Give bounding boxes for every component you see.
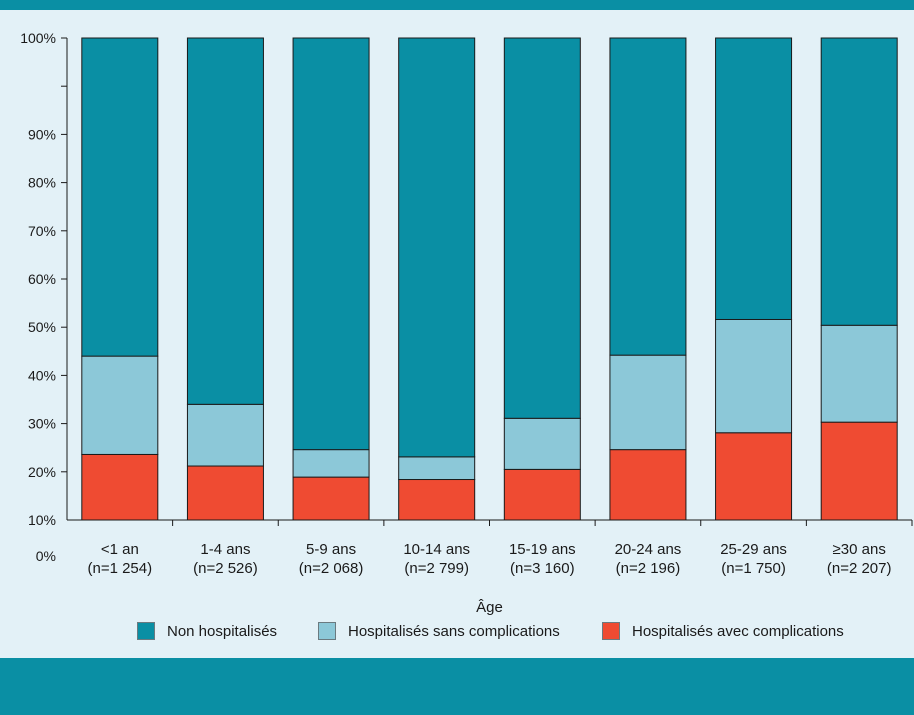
x-category-label: 1-4 ans <box>200 541 250 558</box>
legend-item: Hospitalisés avec complications <box>602 620 844 642</box>
bar-segment <box>292 449 370 478</box>
bar-segment <box>292 476 370 521</box>
y-tick-label: 90% <box>28 126 56 142</box>
bar-segment <box>292 37 370 451</box>
x-category-count: (n=2 799) <box>404 560 469 577</box>
bar-segment <box>715 432 793 521</box>
y-tick-label: 10% <box>28 512 56 528</box>
x-category-label: 5-9 ans <box>306 541 356 558</box>
x-category-count: (n=2 068) <box>299 560 364 577</box>
bar-segment <box>81 37 159 357</box>
bar-segment <box>398 479 476 521</box>
bar-segment <box>503 417 581 470</box>
x-category-count: (n=1 254) <box>87 560 152 577</box>
x-axis-title: Âge <box>476 599 503 616</box>
legend-swatch <box>137 622 155 640</box>
y-tick-label: 70% <box>28 223 56 239</box>
bar-segment <box>609 37 687 356</box>
legend-swatch <box>602 622 620 640</box>
legend-item: Non hospitalisés <box>137 620 277 642</box>
legend-label: Hospitalisés avec complications <box>632 622 844 640</box>
y-tick-label: 80% <box>28 175 56 191</box>
bar-segment <box>715 37 793 320</box>
bar-segment <box>503 37 581 419</box>
top-band <box>0 0 914 10</box>
x-category-label: 15-19 ans <box>509 541 576 558</box>
x-category-count: (n=2 207) <box>827 560 892 577</box>
legend-swatch <box>318 622 336 640</box>
y-tick-label: 40% <box>28 367 56 383</box>
x-category-label: <1 an <box>101 541 139 558</box>
legend-item: Hospitalisés sans complications <box>318 620 560 642</box>
bar-segment <box>186 37 264 405</box>
bar-segment <box>820 324 898 423</box>
x-category-label: 25-29 ans <box>720 541 787 558</box>
bar-segment <box>81 453 159 521</box>
y-tick-label: 30% <box>28 416 56 432</box>
bar-segment <box>398 37 476 458</box>
x-category-count: (n=3 160) <box>510 560 575 577</box>
x-category-label: 10-14 ans <box>403 541 470 558</box>
bar-segment <box>609 354 687 451</box>
bar-segment <box>186 465 264 521</box>
bar-segment <box>820 421 898 521</box>
x-category-label: 20-24 ans <box>615 541 682 558</box>
y-tick-label: 20% <box>28 464 56 480</box>
chart-bars <box>81 37 898 521</box>
legend: Non hospitalisés Hospitalisés sans compli… <box>0 620 914 650</box>
x-category-count: (n=1 750) <box>721 560 786 577</box>
x-category-label: ≥30 ans <box>833 541 886 558</box>
bar-segment <box>186 403 264 467</box>
bar-segment <box>820 37 898 326</box>
bar-segment <box>398 456 476 481</box>
y-tick-label: 60% <box>28 271 56 287</box>
legend-label: Non hospitalisés <box>167 622 278 640</box>
y-tick-label: 0% <box>36 548 56 564</box>
bottom-band <box>0 658 914 715</box>
bar-segment <box>81 355 159 455</box>
bar-segment <box>715 318 793 434</box>
chart: 0% 10% 20% 30% 40% 50% 60% 70% 80% 90% 100% <1 an (n… <box>20 30 913 616</box>
x-category-count: (n=2 526) <box>193 560 258 577</box>
chart-labels: 0% 10% 20% 30% 40% 50% 60% 70% 80% 90% 100% <1 an (n… <box>20 30 891 616</box>
y-tick-label: 100% <box>20 30 56 46</box>
legend-label: Hospitalisés sans complications <box>348 622 560 640</box>
bar-segment <box>503 468 581 521</box>
bar-segment <box>609 449 687 521</box>
x-category-count: (n=2 196) <box>616 560 681 577</box>
y-tick-label: 50% <box>28 319 56 335</box>
